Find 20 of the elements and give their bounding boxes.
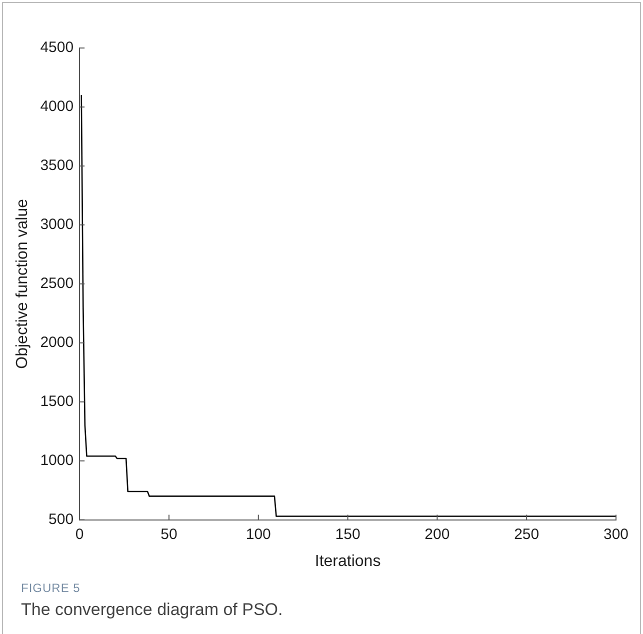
x-tick-label: 150 <box>335 526 360 543</box>
y-tick-label: 500 <box>48 510 74 528</box>
y-tick-label: 3500 <box>40 157 74 174</box>
y-tick-label: 3000 <box>40 216 74 234</box>
y-tick-label: 4000 <box>40 98 74 116</box>
y-tick-label: 1000 <box>40 452 74 469</box>
text: FIGURE 5 <box>21 581 80 595</box>
y-tick-label: 2500 <box>40 275 74 292</box>
y-tick-label: 4500 <box>40 39 74 56</box>
y-tick-label: 2000 <box>40 334 74 352</box>
x-tick-label: 100 <box>246 526 271 543</box>
x-tick-label: 0 <box>75 526 84 543</box>
x-tick-label: 50 <box>160 526 178 543</box>
y-tick-label: 1500 <box>40 392 74 410</box>
y-axis-title: Objective function value <box>14 198 32 369</box>
x-axis-title: Iterations <box>314 552 381 570</box>
x-tick-label: 250 <box>514 526 540 543</box>
text: The convergence diagram of PSO. <box>21 600 283 620</box>
x-tick-label: 200 <box>424 526 450 543</box>
x-tick-label: 300 <box>603 526 629 543</box>
